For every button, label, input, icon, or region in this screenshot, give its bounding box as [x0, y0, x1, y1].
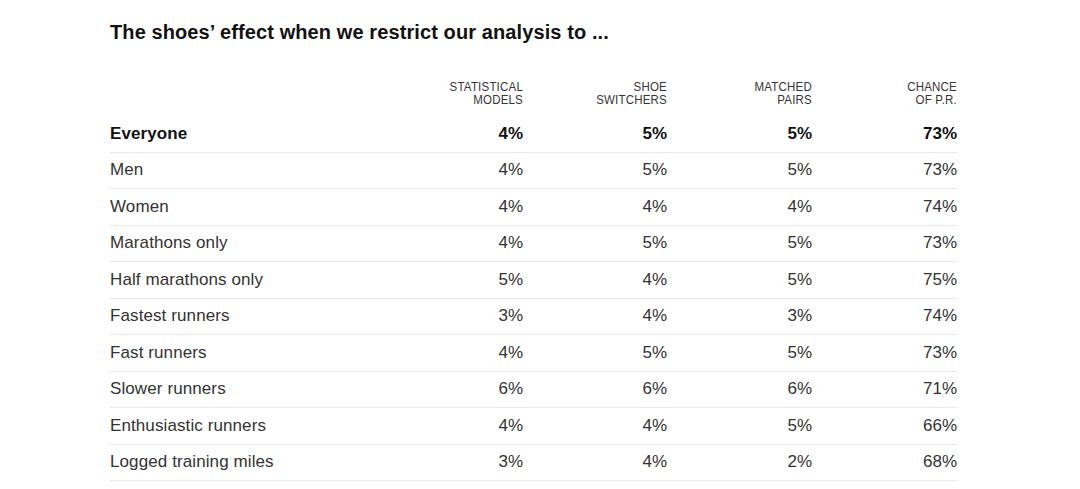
- column-header-line: MODELS: [385, 94, 523, 107]
- value-cell: 5%: [523, 233, 667, 253]
- value-cell: 4%: [379, 233, 523, 253]
- value-cell: 68%: [812, 452, 957, 472]
- page-title: The shoes’ effect when we restrict our a…: [110, 21, 609, 44]
- table-row-logged-training-miles: Logged training miles 3% 4% 2% 68%: [110, 445, 957, 482]
- value-cell: 5%: [667, 160, 812, 180]
- value-cell: 4%: [523, 452, 667, 472]
- value-cell: 3%: [379, 306, 523, 326]
- row-label: Fast runners: [110, 343, 379, 363]
- value-cell: 5%: [523, 124, 667, 144]
- analysis-table: STATISTICAL MODELS SHOE SWITCHERS MATCHE…: [110, 72, 957, 481]
- value-cell: 5%: [667, 343, 812, 363]
- value-cell: 4%: [379, 343, 523, 363]
- table-row-half-marathons-only: Half marathons only 5% 4% 5% 75%: [110, 262, 957, 299]
- value-cell: 5%: [667, 124, 812, 144]
- value-cell: 75%: [812, 270, 957, 290]
- row-label: Enthusiastic runners: [110, 416, 379, 436]
- column-header-line: SWITCHERS: [529, 94, 667, 107]
- row-label: Logged training miles: [110, 452, 379, 472]
- value-cell: 3%: [667, 306, 812, 326]
- value-cell: 6%: [379, 379, 523, 399]
- table-row-fast-runners: Fast runners 4% 5% 5% 73%: [110, 335, 957, 372]
- column-header-line: OF P.R.: [818, 94, 957, 107]
- value-cell: 73%: [812, 160, 957, 180]
- column-header-matched-pairs: MATCHED PAIRS: [673, 81, 812, 107]
- value-cell: 74%: [812, 306, 957, 326]
- value-cell: 4%: [379, 197, 523, 217]
- value-cell: 5%: [667, 270, 812, 290]
- table-row-men: Men 4% 5% 5% 73%: [110, 153, 957, 190]
- value-cell: 73%: [812, 343, 957, 363]
- row-label: Half marathons only: [110, 270, 379, 290]
- value-cell: 3%: [379, 452, 523, 472]
- value-cell: 5%: [667, 416, 812, 436]
- value-cell: 66%: [812, 416, 957, 436]
- value-cell: 73%: [812, 233, 957, 253]
- column-header-line: PAIRS: [673, 94, 812, 107]
- value-cell: 4%: [379, 160, 523, 180]
- value-cell: 5%: [523, 160, 667, 180]
- column-header-chance-of-pr: CHANCE OF P.R.: [818, 81, 957, 107]
- value-cell: 6%: [667, 379, 812, 399]
- row-label: Marathons only: [110, 233, 379, 253]
- value-cell: 4%: [523, 306, 667, 326]
- value-cell: 4%: [379, 416, 523, 436]
- row-label: Everyone: [110, 124, 379, 144]
- table-row-women: Women 4% 4% 4% 74%: [110, 189, 957, 226]
- table-row-slower-runners: Slower runners 6% 6% 6% 71%: [110, 372, 957, 409]
- value-cell: 73%: [812, 124, 957, 144]
- value-cell: 6%: [523, 379, 667, 399]
- value-cell: 5%: [379, 270, 523, 290]
- value-cell: 4%: [523, 197, 667, 217]
- value-cell: 71%: [812, 379, 957, 399]
- table-row-enthusiastic-runners: Enthusiastic runners 4% 4% 5% 66%: [110, 408, 957, 445]
- value-cell: 74%: [812, 197, 957, 217]
- column-header-statistical-models: STATISTICAL MODELS: [385, 81, 523, 107]
- value-cell: 4%: [379, 124, 523, 144]
- value-cell: 5%: [523, 343, 667, 363]
- table-row-fastest-runners: Fastest runners 3% 4% 3% 74%: [110, 299, 957, 336]
- value-cell: 4%: [523, 416, 667, 436]
- table-row-everyone: Everyone 4% 5% 5% 73%: [110, 116, 957, 153]
- row-label: Men: [110, 160, 379, 180]
- row-label: Slower runners: [110, 379, 379, 399]
- value-cell: 4%: [523, 270, 667, 290]
- value-cell: 5%: [667, 233, 812, 253]
- column-header-shoe-switchers: SHOE SWITCHERS: [529, 81, 667, 107]
- table-header-row: STATISTICAL MODELS SHOE SWITCHERS MATCHE…: [110, 72, 957, 116]
- row-label: Fastest runners: [110, 306, 379, 326]
- table-row-marathons-only: Marathons only 4% 5% 5% 73%: [110, 226, 957, 263]
- value-cell: 2%: [667, 452, 812, 472]
- value-cell: 4%: [667, 197, 812, 217]
- row-label: Women: [110, 197, 379, 217]
